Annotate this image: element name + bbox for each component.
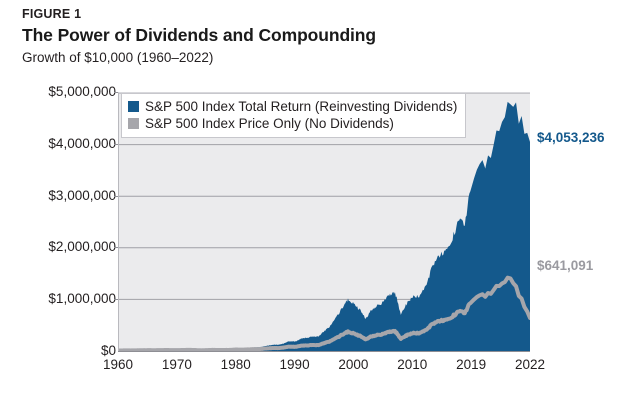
chart-legend: S&P 500 Index Total Return (Reinvesting … — [121, 93, 467, 138]
series-line-price-only — [119, 275, 530, 351]
y-axis-tick-mark — [114, 299, 119, 301]
x-axis-tick-label: 2022 — [514, 357, 546, 372]
chart-subtitle: Growth of $10,000 (1960–2022) — [22, 50, 214, 65]
x-axis-tick-label: 1990 — [279, 357, 310, 372]
callout-price-only: $641,091 — [537, 258, 594, 273]
legend-label-price-only: S&P 500 Index Price Only (No Dividends) — [145, 115, 394, 131]
chart-container: $0 $1,000,000 $2,000,000 $3,000,000 $4,000,0… — [0, 85, 629, 388]
x-axis-tick-label: 2000 — [338, 357, 369, 372]
y-axis: $0 $1,000,000 $2,000,000 $3,000,000 $4,000,0… — [0, 85, 119, 358]
legend-label-total-return: S&P 500 Index Total Return (Reinvesting … — [145, 98, 458, 114]
chart-svg — [119, 93, 530, 351]
x-axis-tick-label: 1980 — [220, 357, 251, 372]
page-title: The Power of Dividends and Compounding — [22, 25, 376, 45]
y-axis-tick-mark — [114, 195, 119, 197]
y-axis-tick-label: $1,000,000 — [48, 291, 116, 307]
x-axis-line — [118, 351, 530, 352]
x-axis-tick-label: 2019 — [456, 357, 487, 372]
y-axis-tick-label: $2,000,000 — [48, 239, 116, 255]
figure-label: FIGURE 1 — [22, 7, 82, 21]
legend-swatch-price-only — [128, 118, 139, 129]
y-axis-tick-label: $5,000,000 — [48, 84, 116, 99]
chart-header: FIGURE 1 The Power of Dividends and Comp… — [22, 6, 582, 67]
legend-swatch-total-return — [128, 101, 139, 112]
y-axis-tick-label: $0 — [100, 343, 116, 358]
x-axis-tick-label: 2010 — [397, 357, 428, 372]
y-axis-tick-mark — [114, 92, 119, 93]
y-axis-tick-label: $3,000,000 — [48, 187, 116, 203]
x-axis: 1960 1970 1980 1990 2000 2010 2019 2022 — [103, 351, 545, 381]
y-axis-tick-mark — [114, 143, 119, 145]
legend-item-total-return: S&P 500 Index Total Return (Reinvesting … — [128, 98, 457, 115]
series-area-total-return — [119, 101, 530, 351]
callout-total-return: $4,053,236 — [537, 130, 605, 145]
x-axis-tick-label: 1970 — [161, 357, 192, 372]
y-axis-tick-label: $4,000,000 — [48, 135, 116, 151]
legend-item-price-only: S&P 500 Index Price Only (No Dividends) — [128, 115, 457, 132]
x-axis-tick-label: 1960 — [102, 357, 134, 372]
y-axis-tick-mark — [114, 247, 119, 249]
